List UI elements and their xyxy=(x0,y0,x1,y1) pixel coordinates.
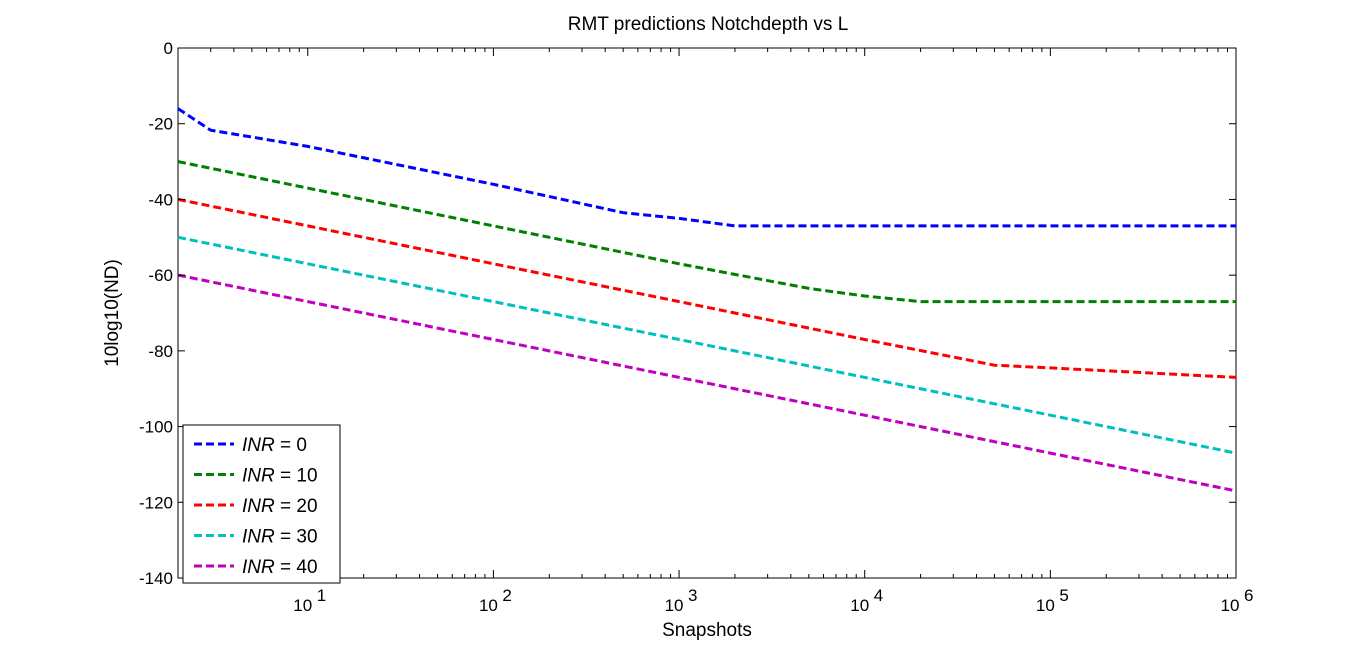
legend-var: INR xyxy=(242,527,275,548)
series-line-0 xyxy=(177,107,1236,228)
y-tick-label: -40 xyxy=(148,190,173,209)
y-tick-label: -20 xyxy=(148,115,173,134)
legend-value: = 0 xyxy=(275,435,307,456)
y-tick-label: -100 xyxy=(139,418,173,437)
series-group xyxy=(177,107,1237,493)
x-axis-label: Snapshots xyxy=(662,620,752,641)
chart-title: RMT predictions Notchdepth vs L xyxy=(568,14,849,35)
legend-value: = 30 xyxy=(275,527,318,548)
legend-entry-3: INR = 30 xyxy=(242,527,318,548)
legend-var: INR xyxy=(242,466,275,487)
y-tick-label: -60 xyxy=(148,266,173,285)
y-tick-label: 0 xyxy=(164,39,173,58)
x-tick-label-exp: 1 xyxy=(317,586,326,605)
series-line-3 xyxy=(177,235,1237,455)
legend-value: = 10 xyxy=(275,466,318,487)
legend-var: INR xyxy=(242,557,275,578)
x-tick-label-exp: 3 xyxy=(688,586,697,605)
plot-area xyxy=(177,47,1237,579)
legend-var: INR xyxy=(242,496,275,517)
legend-value: = 20 xyxy=(275,496,318,517)
x-tick-label-exp: 2 xyxy=(502,586,511,605)
series-line-2 xyxy=(177,197,1237,379)
x-tick-label-base: 10 xyxy=(850,596,869,615)
x-tick-label-exp: 5 xyxy=(1059,586,1068,605)
series-line-1 xyxy=(177,160,1236,304)
y-tick-label: -80 xyxy=(148,342,173,361)
series-line-4 xyxy=(177,273,1237,493)
y-axis-label: 10log10(ND) xyxy=(102,259,123,367)
legend-value: = 40 xyxy=(275,557,318,578)
x-tick-label-base: 10 xyxy=(665,596,684,615)
y-tick-label: -120 xyxy=(139,493,173,512)
x-tick-label-exp: 4 xyxy=(874,586,883,605)
y-tick-label: -140 xyxy=(139,569,173,588)
x-tick-label-base: 10 xyxy=(1221,596,1240,615)
y-axis: 0 -20 -40 -60 -80 -100 -120 -140 xyxy=(139,39,1236,588)
legend-entry-0: INR = 0 xyxy=(242,435,307,456)
legend-entry-2: INR = 20 xyxy=(242,496,318,517)
legend-entry-4: INR = 40 xyxy=(242,557,318,578)
x-tick-label-base: 10 xyxy=(293,596,312,615)
legend-entry-1: INR = 10 xyxy=(242,466,318,487)
x-tick-label-base: 10 xyxy=(479,596,498,615)
legend-var: INR xyxy=(242,435,275,456)
x-tick-label-base: 10 xyxy=(1036,596,1055,615)
x-tick-label-exp: 6 xyxy=(1244,586,1253,605)
